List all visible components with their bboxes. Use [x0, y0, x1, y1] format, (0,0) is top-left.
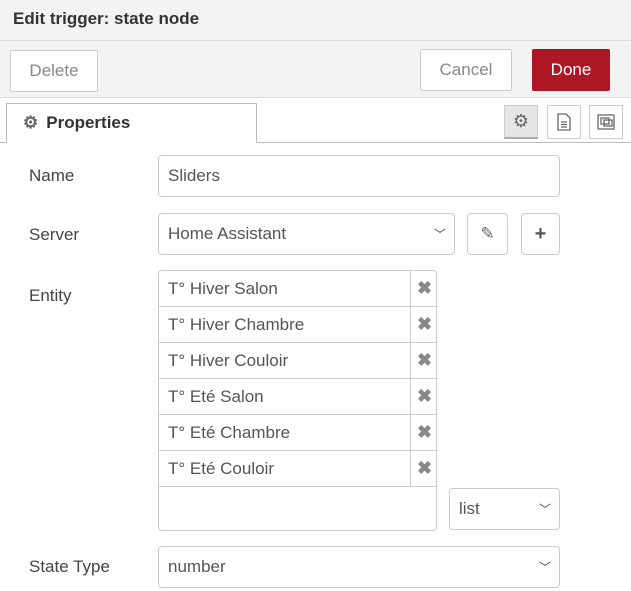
- remove-entity-icon[interactable]: ✖: [410, 271, 438, 306]
- server-label: Server: [29, 225, 80, 244]
- delete-button[interactable]: Delete: [10, 50, 98, 92]
- description-tab-button[interactable]: [547, 105, 581, 139]
- plus-icon: +: [534, 222, 547, 245]
- entity-list-item: T° Eté Chambre ✖: [159, 415, 438, 451]
- dialog-toolbar: Delete Cancel Done: [0, 41, 631, 98]
- name-input[interactable]: Sliders: [158, 155, 560, 197]
- gear-icon: ⚙: [23, 113, 39, 132]
- dialog-title: Edit trigger: state node: [13, 9, 200, 28]
- server-select[interactable]: Home Assistant ﹀: [158, 213, 455, 255]
- description-icon: [557, 113, 571, 131]
- dialog-header: Edit trigger: state node: [0, 0, 631, 41]
- remove-entity-icon[interactable]: ✖: [410, 379, 438, 414]
- cancel-button[interactable]: Cancel: [420, 49, 512, 91]
- name-label: Name: [29, 166, 75, 185]
- entity-list-item: T° Eté Couloir ✖: [159, 451, 438, 487]
- entity-list: T° Hiver Salon ✖ T° Hiver Chambre ✖ T° Hiver…: [158, 270, 438, 531]
- entity-mode-value: list: [459, 499, 480, 518]
- state-type-value: number: [168, 557, 226, 576]
- properties-tab-button[interactable]: ⚙: [504, 105, 538, 139]
- entity-name: T° Hiver Chambre: [168, 314, 305, 334]
- state-type-label: State Type: [29, 557, 110, 576]
- entity-list-item: T° Hiver Couloir ✖: [159, 343, 438, 379]
- entity-list-item: T° Eté Salon ✖: [159, 379, 438, 415]
- add-server-button[interactable]: +: [521, 213, 560, 255]
- appearance-tab-button[interactable]: [589, 105, 623, 139]
- appearance-icon: [597, 114, 615, 130]
- remove-entity-icon[interactable]: ✖: [410, 451, 438, 486]
- remove-entity-icon[interactable]: ✖: [410, 307, 438, 342]
- edit-server-button[interactable]: ✎: [467, 213, 508, 255]
- tab-label: Properties: [46, 113, 131, 132]
- entity-name: T° Eté Couloir: [168, 458, 275, 478]
- entity-name: T° Hiver Couloir: [168, 350, 289, 370]
- entity-name: T° Eté Chambre: [168, 422, 291, 442]
- entity-name: T° Hiver Salon: [168, 278, 278, 298]
- tab-properties[interactable]: ⚙ Properties: [6, 103, 257, 143]
- entity-list-item: T° Hiver Chambre ✖: [159, 307, 438, 343]
- remove-entity-icon[interactable]: ✖: [410, 415, 438, 450]
- server-value: Home Assistant: [168, 224, 287, 243]
- pencil-icon: ✎: [480, 224, 495, 243]
- chevron-down-icon: ﹀: [433, 227, 446, 242]
- entity-input[interactable]: [159, 487, 436, 530]
- chevron-down-icon: ﹀: [538, 560, 551, 575]
- remove-entity-icon[interactable]: ✖: [410, 343, 438, 378]
- entity-name: T° Eté Salon: [168, 386, 264, 406]
- entity-label: Entity: [29, 286, 72, 305]
- done-button[interactable]: Done: [532, 49, 610, 91]
- state-type-select[interactable]: number ﹀: [158, 546, 560, 588]
- chevron-down-icon: ﹀: [538, 502, 551, 517]
- entity-list-item: T° Hiver Salon ✖: [159, 271, 438, 307]
- gear-icon: ⚙: [512, 111, 530, 131]
- entity-mode-select[interactable]: list ﹀: [449, 488, 560, 530]
